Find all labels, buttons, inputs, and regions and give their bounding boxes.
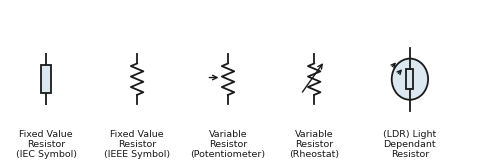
Text: Fixed Value
Resistor
(IEC Symbol): Fixed Value Resistor (IEC Symbol) (16, 130, 77, 159)
Text: Variable
Resistor
(Potentiometer): Variable Resistor (Potentiometer) (191, 130, 265, 159)
Text: Variable
Resistor
(Rheostat): Variable Resistor (Rheostat) (289, 130, 339, 159)
Bar (406, 69, 413, 90)
Text: Fixed Value
Resistor
(IEEE Symbol): Fixed Value Resistor (IEEE Symbol) (104, 130, 170, 159)
Bar (41, 65, 51, 93)
Text: (LDR) Light
Dependant
Resistor: (LDR) Light Dependant Resistor (384, 130, 436, 159)
Circle shape (392, 59, 428, 100)
